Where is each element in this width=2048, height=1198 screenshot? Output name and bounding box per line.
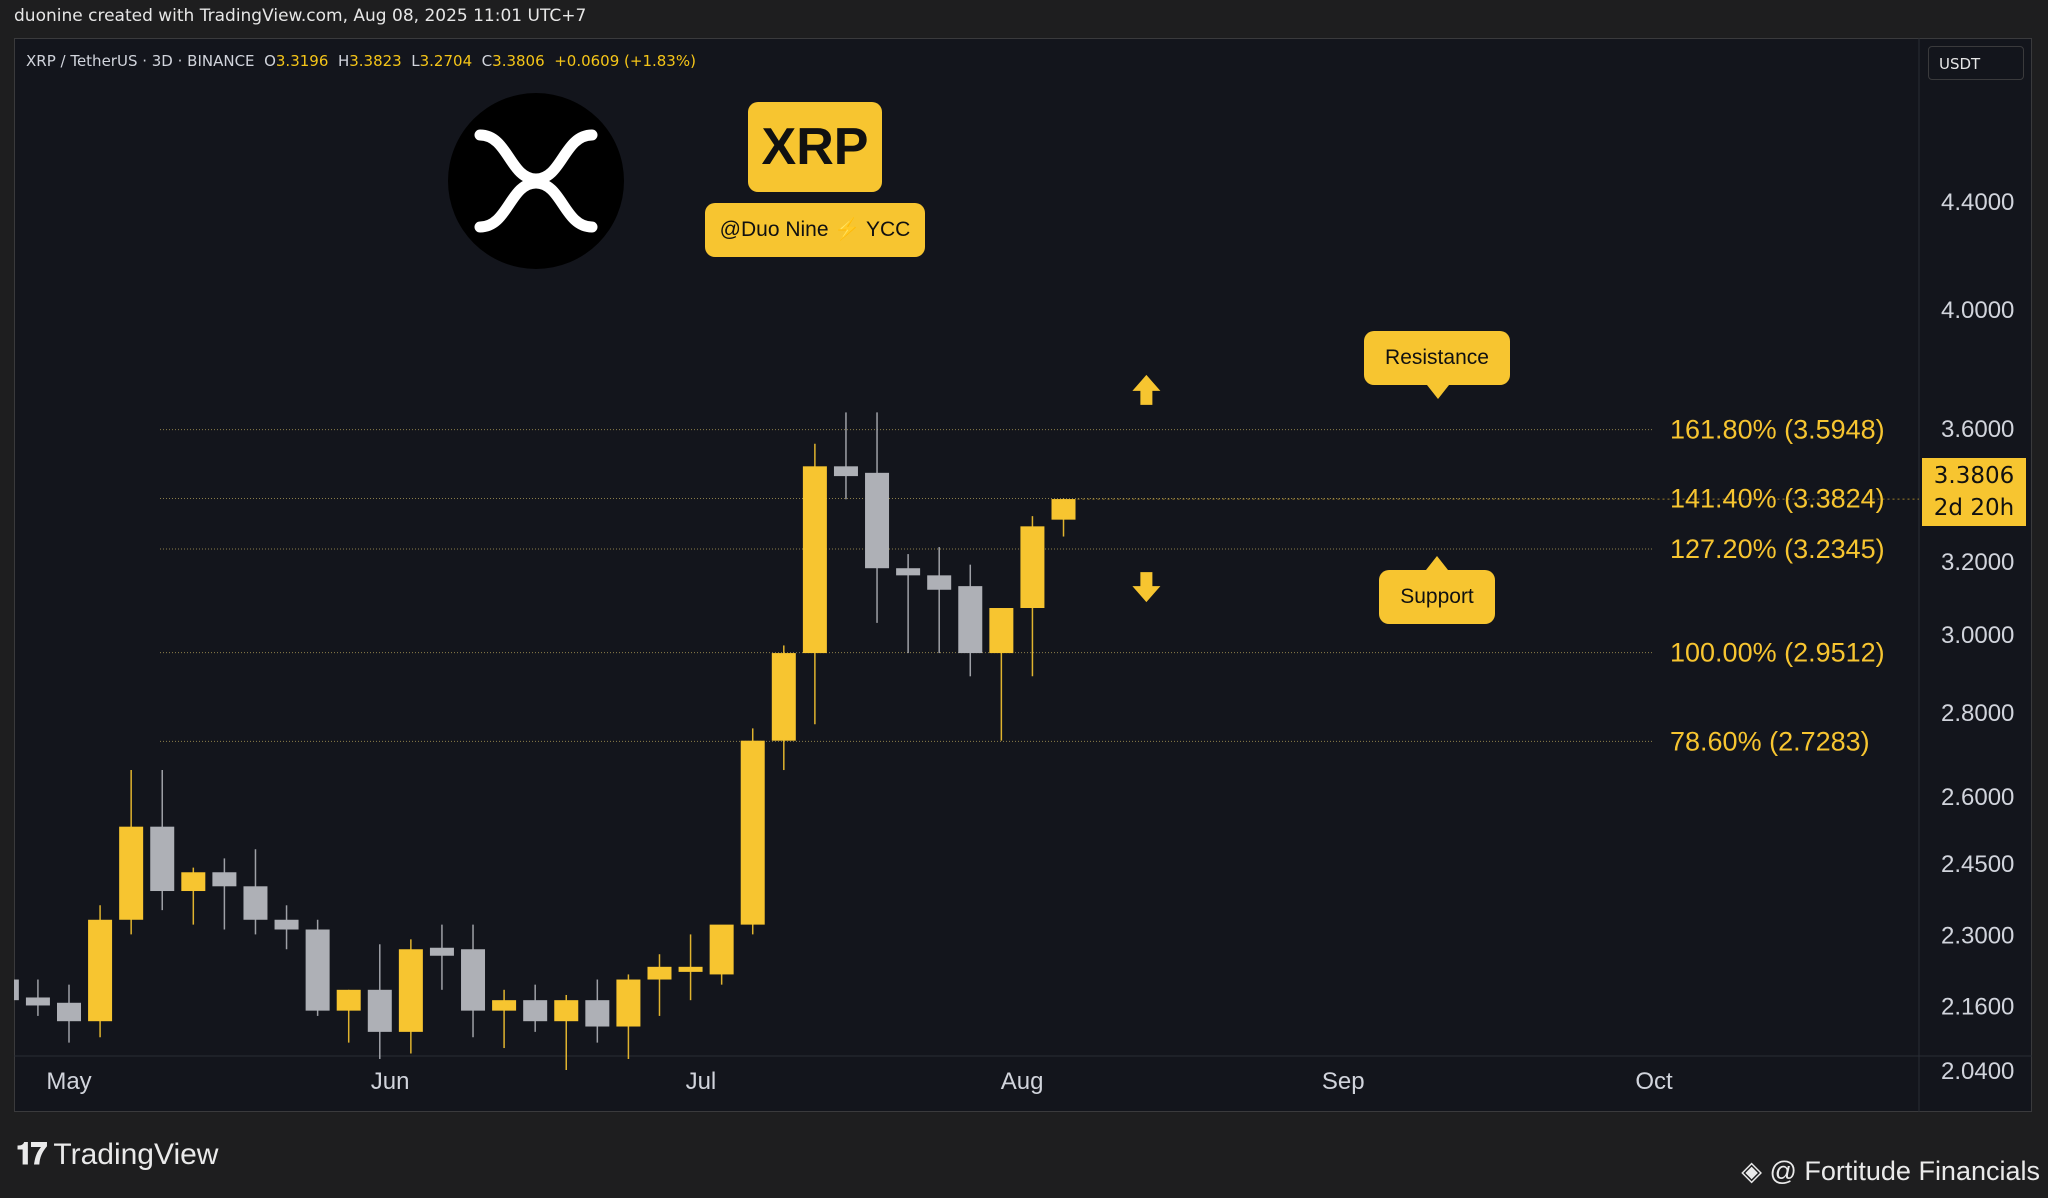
candle-body[interactable] [1020, 526, 1045, 609]
symbol-name: XRP / TetherUS · 3D · BINANCE [26, 52, 255, 70]
time-tick-label: Jul [686, 1068, 717, 1095]
price-tick-label: 3.6000 [1941, 416, 2014, 443]
candle-body[interactable] [336, 989, 361, 1011]
candle-body[interactable] [958, 586, 983, 654]
candle-body[interactable] [616, 979, 641, 1027]
open-label: O [264, 52, 276, 70]
low-value: 3.2704 [419, 52, 473, 70]
arrow-up-icon [1132, 374, 1161, 405]
price-chart[interactable]: 161.80% (3.5948) 141.40% (3.3824) 127.20% … [14, 38, 2032, 1112]
candle-body[interactable] [585, 1000, 610, 1027]
candle-body[interactable] [367, 989, 392, 1032]
candle-body[interactable] [398, 949, 423, 1032]
candle-body[interactable] [771, 653, 796, 741]
price-tick-label: 2.6000 [1941, 784, 2014, 811]
support-callout: Support [1379, 556, 1495, 624]
candle-body[interactable] [212, 872, 237, 887]
tradingview-mark-icon: 𝟏𝟕 [16, 1138, 47, 1171]
candle-body[interactable] [833, 466, 858, 477]
candle-body[interactable] [181, 872, 206, 892]
watermark: ◈ @ Fortitude Financials [1741, 1156, 2040, 1187]
candle-body[interactable] [554, 1000, 579, 1022]
candle-body[interactable] [88, 919, 113, 1022]
price-tick-label: 2.8000 [1941, 700, 2014, 727]
candle-body[interactable] [243, 886, 268, 920]
candle-body[interactable] [740, 740, 765, 925]
time-tick-label: Oct [1635, 1068, 1673, 1095]
current-price-tag: 3.3806 2d 20h [1922, 458, 2026, 526]
candle-body[interactable] [647, 966, 672, 980]
candle-body[interactable] [989, 608, 1014, 654]
time-tick-label: Aug [1001, 1068, 1044, 1095]
author-badge: @Duo Nine ⚡ YCC [705, 203, 925, 257]
symbol-legend[interactable]: XRP / TetherUS · 3D · BINANCE O3.3196 H3… [26, 52, 696, 70]
candle-body[interactable] [150, 826, 175, 892]
close-value: 3.3806 [492, 52, 545, 70]
price-tick-label: 4.0000 [1941, 297, 2014, 324]
fib-label: 127.20% (3.2345) [1670, 534, 1885, 564]
candle-body[interactable] [678, 966, 703, 972]
fib-label: 161.80% (3.5948) [1670, 415, 1885, 445]
price-tick-label: 4.4000 [1941, 189, 2014, 216]
high-value: 3.3823 [349, 52, 402, 70]
fib-label: 100.00% (2.9512) [1670, 638, 1885, 668]
time-tick-label: Jun [371, 1068, 410, 1095]
high-label: H [337, 52, 350, 70]
price-tick-label: 2.0400 [1941, 1058, 2014, 1085]
resistance-callout: Resistance [1364, 331, 1510, 399]
xrp-x-icon [474, 129, 598, 233]
candle-body[interactable] [523, 1000, 548, 1022]
candle-body[interactable] [492, 1000, 517, 1011]
candle-body[interactable] [896, 568, 921, 576]
candle-body[interactable] [1051, 499, 1076, 520]
arrow-down-icon [1132, 572, 1161, 603]
price-tick-label: 3.0000 [1941, 622, 2014, 649]
tradingview-logo[interactable]: 𝟏𝟕 TradingView [16, 1138, 218, 1172]
currency-button[interactable]: USDT [1928, 46, 2024, 80]
title-badge: XRP [748, 102, 882, 192]
candle-body[interactable] [305, 929, 330, 1011]
current-price: 3.3806 [1933, 463, 2015, 489]
price-tick-label: 2.1600 [1941, 993, 2014, 1020]
candle-body[interactable] [25, 997, 50, 1006]
candle-body[interactable] [14, 979, 19, 1001]
candle-body[interactable] [429, 947, 454, 956]
candle-body[interactable] [709, 924, 734, 975]
tradingview-wordmark: TradingView [53, 1138, 219, 1171]
candle-body[interactable] [927, 575, 952, 590]
change-value: +0.0609 (+1.83%) [554, 52, 696, 70]
candle-body[interactable] [119, 826, 144, 920]
candle-body[interactable] [57, 1002, 81, 1022]
fib-label: 141.40% (3.3824) [1670, 483, 1885, 513]
time-tick-label: Sep [1322, 1068, 1365, 1095]
candle-countdown: 2d 20h [1933, 495, 2015, 521]
diamond-icon: ◈ [1741, 1156, 1762, 1186]
xrp-logo [448, 93, 624, 269]
candle-body[interactable] [274, 919, 299, 930]
candle-body[interactable] [461, 949, 486, 1011]
price-tick-label: 2.4500 [1941, 851, 2014, 878]
price-tick-label: 3.2000 [1941, 549, 2014, 576]
created-by-text: duonine created with TradingView.com, Au… [14, 6, 587, 26]
candle-body[interactable] [802, 466, 827, 654]
time-tick-label: May [46, 1068, 91, 1095]
open-value: 3.3196 [275, 52, 329, 70]
price-tick-label: 2.3000 [1941, 922, 2014, 949]
candle-body[interactable] [865, 472, 890, 569]
watermark-text: @ Fortitude Financials [1769, 1156, 2040, 1186]
low-label: L [411, 52, 420, 70]
fib-label: 78.60% (2.7283) [1670, 726, 1870, 756]
close-label: C [481, 52, 493, 70]
